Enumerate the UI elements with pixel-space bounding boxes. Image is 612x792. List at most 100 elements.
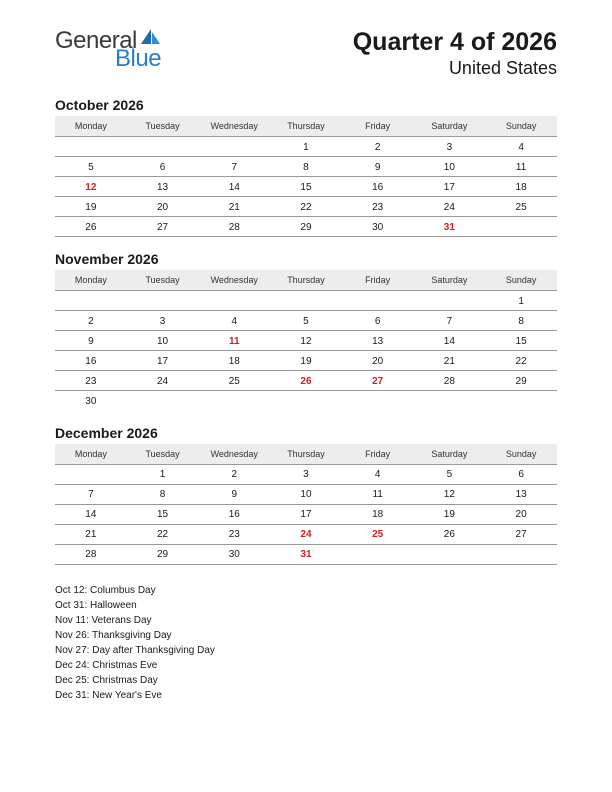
day-cell: 15 [270,177,342,197]
day-cell [270,291,342,311]
day-cell: 14 [414,331,486,351]
day-cell [414,291,486,311]
table-row: 19202122232425 [55,197,557,217]
day-cell: 17 [127,351,199,371]
holiday-list: Oct 12: Columbus DayOct 31: HalloweenNov… [55,583,557,703]
day-cell: 23 [55,371,127,391]
header: General Blue Quarter 4 of 2026 United St… [55,28,557,79]
day-header: Wednesday [198,444,270,465]
day-header: Friday [342,444,414,465]
day-cell: 13 [342,331,414,351]
day-header: Friday [342,270,414,291]
day-cell: 21 [414,351,486,371]
table-row: 262728293031 [55,217,557,237]
day-cell: 27 [342,371,414,391]
holiday-item: Nov 27: Day after Thanksgiving Day [55,643,557,658]
day-cell: 4 [485,137,557,157]
holiday-item: Nov 11: Veterans Day [55,613,557,628]
day-cell: 28 [55,544,127,564]
day-cell: 17 [270,504,342,524]
day-cell: 30 [342,217,414,237]
month-title: October 2026 [55,97,557,113]
day-cell: 28 [414,371,486,391]
day-cell: 1 [127,464,199,484]
day-cell: 5 [270,311,342,331]
calendar-table: MondayTuesdayWednesdayThursdayFridaySatu… [55,116,557,237]
day-cell: 13 [127,177,199,197]
day-header: Tuesday [127,116,199,137]
table-row: 123456 [55,464,557,484]
day-cell: 29 [485,371,557,391]
title-block: Quarter 4 of 2026 United States [353,28,557,79]
day-cell [55,137,127,157]
table-row: 567891011 [55,157,557,177]
day-cell: 10 [414,157,486,177]
day-cell: 12 [414,484,486,504]
day-cell [270,391,342,411]
day-cell: 23 [342,197,414,217]
day-cell: 19 [270,351,342,371]
day-cell [342,544,414,564]
holiday-item: Oct 31: Halloween [55,598,557,613]
day-cell: 16 [55,351,127,371]
day-cell: 21 [55,524,127,544]
day-header: Thursday [270,444,342,465]
day-cell: 20 [342,351,414,371]
day-cell: 22 [127,524,199,544]
day-cell: 25 [485,197,557,217]
calendar-table: MondayTuesdayWednesdayThursdayFridaySatu… [55,444,557,565]
day-cell: 28 [198,217,270,237]
day-cell: 12 [270,331,342,351]
day-cell: 15 [127,504,199,524]
day-cell: 26 [270,371,342,391]
day-cell: 10 [127,331,199,351]
day-cell: 19 [55,197,127,217]
logo-text-blue: Blue [115,47,161,71]
month-block: October 2026 MondayTuesdayWednesdayThursd… [55,97,557,237]
month-block: December 2026MondayTuesdayWednesdayThurs… [55,425,557,565]
day-cell: 9 [55,331,127,351]
day-cell: 9 [198,484,270,504]
month-block: November 2026MondayTuesdayWednesdayThurs… [55,251,557,411]
day-cell: 14 [198,177,270,197]
table-row: 30 [55,391,557,411]
day-cell [342,291,414,311]
day-cell: 30 [55,391,127,411]
day-cell [127,391,199,411]
day-cell [55,291,127,311]
day-cell: 31 [270,544,342,564]
day-cell: 27 [127,217,199,237]
day-cell: 18 [342,504,414,524]
day-header: Thursday [270,116,342,137]
day-cell: 17 [414,177,486,197]
day-cell: 2 [198,464,270,484]
holiday-item: Dec 25: Christmas Day [55,673,557,688]
day-cell: 26 [414,524,486,544]
day-cell: 24 [414,197,486,217]
day-header: Tuesday [127,270,199,291]
day-cell: 16 [342,177,414,197]
table-row: 1 [55,291,557,311]
day-cell: 8 [485,311,557,331]
calendar-table: MondayTuesdayWednesdayThursdayFridaySatu… [55,270,557,411]
day-header: Thursday [270,270,342,291]
day-cell: 23 [198,524,270,544]
table-row: 16171819202122 [55,351,557,371]
day-cell: 7 [414,311,486,331]
day-header: Saturday [414,116,486,137]
day-cell: 8 [270,157,342,177]
day-header: Saturday [414,444,486,465]
holiday-item: Nov 26: Thanksgiving Day [55,628,557,643]
day-cell: 5 [414,464,486,484]
day-header: Monday [55,444,127,465]
day-header: Sunday [485,270,557,291]
day-header: Sunday [485,116,557,137]
day-cell: 1 [270,137,342,157]
day-cell [198,391,270,411]
day-header: Wednesday [198,116,270,137]
day-cell: 7 [55,484,127,504]
day-cell: 22 [485,351,557,371]
day-cell: 3 [270,464,342,484]
day-cell: 13 [485,484,557,504]
day-header: Monday [55,270,127,291]
